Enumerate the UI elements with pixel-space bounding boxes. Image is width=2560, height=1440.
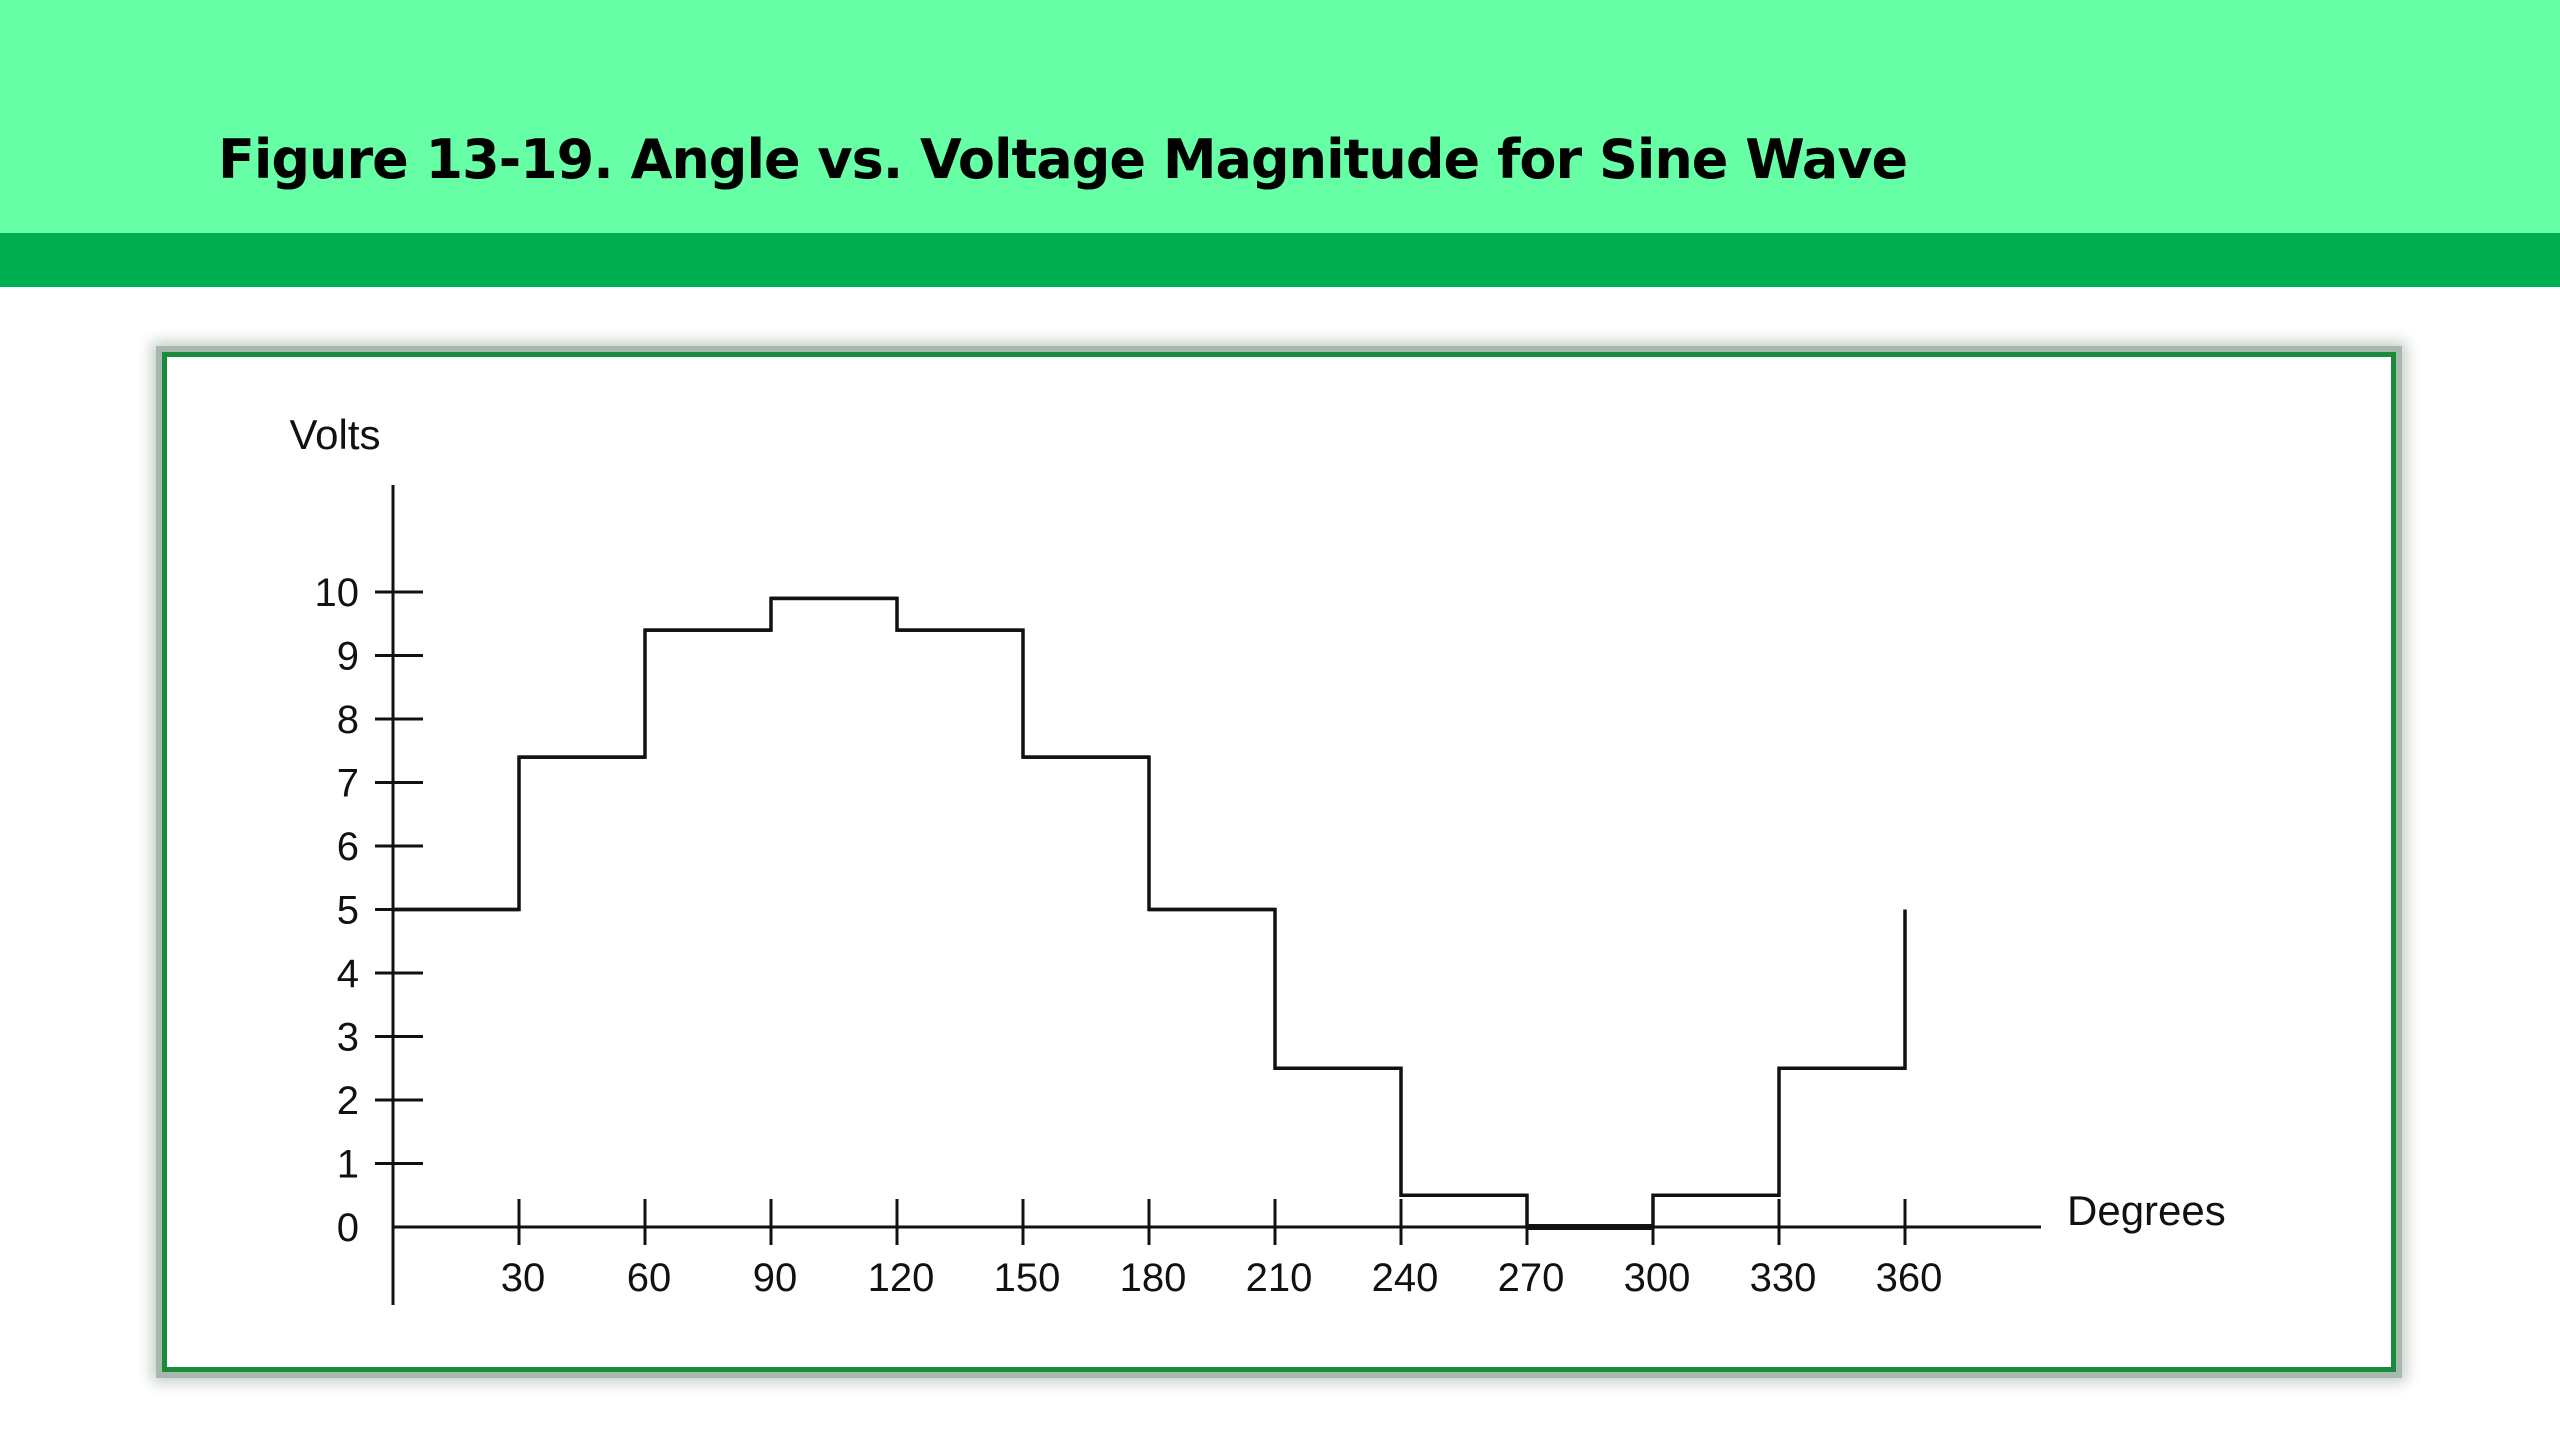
y-tick-label: 6 [337,825,359,869]
header-accent-band [0,233,2560,287]
series-step-line [393,596,1907,1229]
x-tick-label: 270 [1498,1256,1565,1300]
x-tick-label: 120 [868,1256,935,1300]
y-tick-label: 4 [337,952,359,996]
y-tick-label: 5 [337,889,359,933]
y-tick-label: 10 [315,571,360,615]
x-tick-label: 60 [627,1256,672,1300]
y-tick-label: 9 [337,635,359,679]
chart-series [393,596,1907,1230]
page-title: Figure 13-19. Angle vs. Voltage Magnitud… [218,128,1908,191]
x-tick-label: 240 [1372,1256,1439,1300]
x-tick-label: 360 [1876,1256,1943,1300]
header-bar: Figure 13-19. Angle vs. Voltage Magnitud… [0,0,2560,233]
y-axis-label: Volts [289,411,380,458]
chart-ticks: 0 1 2 3 4 5 6 7 8 9 10 30 60 90 120 150 180 210 240 270 300 3… [315,571,1943,1300]
y-tick-label: 1 [337,1143,359,1187]
y-tick-label: 8 [337,698,359,742]
x-tick-label: 210 [1246,1256,1313,1300]
chart-axes [391,485,2041,1305]
y-tick-label: 2 [337,1079,359,1123]
x-tick-label: 180 [1120,1256,1187,1300]
figure-frame: 0 1 2 3 4 5 6 7 8 9 10 30 60 90 120 150 180 210 240 270 300 3… [162,352,2396,1372]
x-tick-label: 330 [1750,1256,1817,1300]
step-chart: 0 1 2 3 4 5 6 7 8 9 10 30 60 90 120 150 180 210 240 270 300 3… [289,411,2226,1305]
y-tick-label: 3 [337,1016,359,1060]
x-tick-label: 30 [501,1256,546,1300]
x-tick-label: 90 [753,1256,798,1300]
y-tick-label: 7 [337,762,359,806]
y-tick-label: 0 [337,1206,359,1250]
x-tick-label: 300 [1624,1256,1691,1300]
x-axis-label: Degrees [2067,1187,2226,1234]
x-tick-label: 150 [994,1256,1061,1300]
